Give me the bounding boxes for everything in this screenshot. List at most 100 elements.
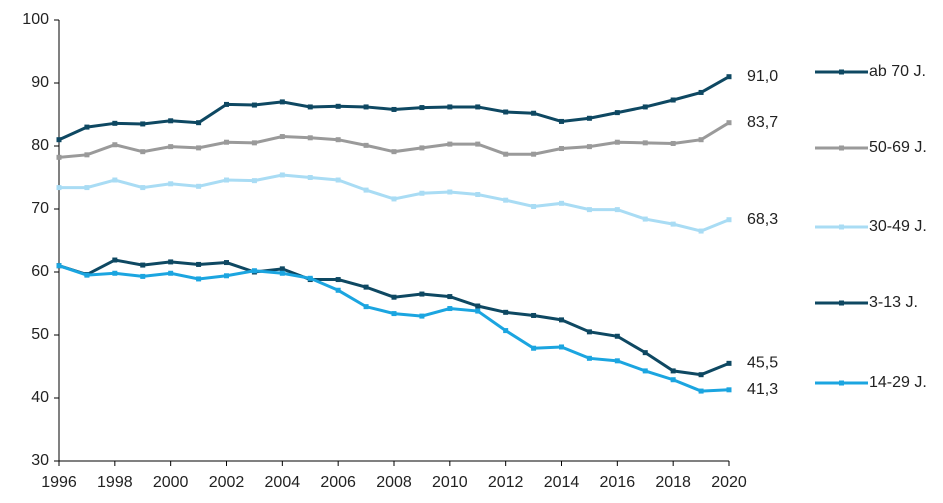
point-marker bbox=[614, 358, 620, 364]
point-marker bbox=[559, 118, 564, 124]
point-marker bbox=[670, 368, 676, 374]
value-label: 41,3 bbox=[747, 381, 778, 398]
value-label: 91,0 bbox=[747, 68, 778, 85]
point-marker bbox=[726, 120, 732, 126]
x-tick-label: 2002 bbox=[209, 474, 245, 491]
point-marker bbox=[112, 177, 118, 183]
x-tick-label: 2018 bbox=[655, 474, 691, 491]
point-marker bbox=[642, 350, 648, 356]
point-marker bbox=[112, 120, 118, 126]
x-tick-label: 2000 bbox=[153, 474, 189, 491]
point-marker bbox=[84, 185, 90, 191]
legend-marker bbox=[839, 145, 844, 151]
point-marker bbox=[196, 261, 202, 267]
point-marker bbox=[196, 276, 202, 282]
y-tick-label: 60 bbox=[31, 263, 49, 280]
point-marker bbox=[251, 178, 257, 184]
point-marker bbox=[698, 372, 704, 378]
point-marker bbox=[224, 260, 229, 266]
y-tick-label: 40 bbox=[31, 389, 49, 406]
x-tick-label: 2004 bbox=[265, 474, 301, 491]
legend-label: ab 70 J. bbox=[869, 63, 926, 80]
legend-label: 50-69 J. bbox=[869, 139, 927, 156]
point-marker bbox=[475, 308, 481, 314]
point-marker bbox=[586, 115, 592, 121]
point-marker bbox=[698, 137, 704, 143]
x-tick-label: 2016 bbox=[600, 474, 636, 491]
point-marker bbox=[56, 137, 62, 143]
point-marker bbox=[698, 89, 704, 95]
point-marker bbox=[279, 134, 285, 140]
point-marker bbox=[224, 177, 229, 183]
point-marker bbox=[335, 137, 341, 143]
point-marker bbox=[475, 141, 481, 147]
point-marker bbox=[586, 144, 592, 150]
point-marker bbox=[531, 203, 537, 209]
x-tick-label: 2010 bbox=[432, 474, 468, 491]
point-marker bbox=[84, 272, 90, 278]
y-tick-label: 100 bbox=[22, 11, 49, 28]
legend-label: 3-13 J. bbox=[869, 294, 918, 311]
value-label: 68,3 bbox=[747, 211, 778, 228]
point-marker bbox=[726, 217, 732, 223]
point-marker bbox=[614, 333, 620, 339]
point-marker bbox=[447, 189, 453, 195]
point-marker bbox=[196, 145, 202, 151]
point-marker bbox=[112, 270, 118, 276]
point-marker bbox=[224, 101, 229, 107]
point-marker bbox=[698, 228, 704, 234]
point-marker bbox=[531, 151, 537, 157]
point-marker bbox=[726, 74, 732, 80]
point-marker bbox=[586, 355, 592, 361]
point-marker bbox=[642, 368, 648, 374]
legend-label: 14-29 J. bbox=[869, 374, 927, 391]
point-marker bbox=[503, 197, 509, 203]
legend-marker bbox=[839, 224, 844, 230]
point-marker bbox=[84, 124, 90, 130]
point-marker bbox=[559, 200, 564, 206]
point-marker bbox=[391, 294, 397, 300]
point-marker bbox=[363, 142, 369, 148]
point-marker bbox=[279, 266, 285, 272]
point-marker bbox=[363, 104, 369, 110]
point-marker bbox=[503, 328, 509, 334]
point-marker bbox=[531, 110, 537, 116]
legend-marker bbox=[839, 69, 844, 75]
point-marker bbox=[531, 345, 537, 351]
legend-marker bbox=[839, 300, 844, 306]
point-marker bbox=[307, 275, 313, 281]
point-marker bbox=[726, 360, 732, 366]
series-line bbox=[58, 258, 730, 377]
point-marker bbox=[475, 303, 481, 309]
series-line bbox=[58, 264, 730, 393]
y-tick-label: 30 bbox=[31, 452, 49, 469]
point-marker bbox=[419, 190, 425, 196]
point-marker bbox=[586, 329, 592, 335]
point-marker bbox=[391, 106, 397, 112]
point-marker bbox=[670, 221, 676, 227]
point-marker bbox=[335, 103, 341, 109]
point-marker bbox=[614, 139, 620, 145]
point-marker bbox=[642, 140, 648, 146]
point-marker bbox=[559, 344, 564, 350]
point-marker bbox=[363, 304, 369, 310]
point-marker bbox=[559, 317, 564, 323]
point-marker bbox=[84, 152, 90, 158]
y-tick-label: 50 bbox=[31, 326, 49, 343]
point-marker bbox=[475, 192, 481, 198]
point-marker bbox=[475, 104, 481, 110]
point-marker bbox=[391, 311, 397, 317]
x-tick-label: 1996 bbox=[41, 474, 77, 491]
point-marker bbox=[56, 263, 62, 269]
point-marker bbox=[391, 149, 397, 155]
point-marker bbox=[335, 277, 341, 283]
point-marker bbox=[140, 262, 146, 268]
x-tick-label: 2008 bbox=[376, 474, 412, 491]
point-marker bbox=[391, 196, 397, 202]
point-marker bbox=[168, 118, 174, 124]
point-marker bbox=[279, 172, 285, 178]
point-marker bbox=[670, 140, 676, 146]
point-marker bbox=[251, 102, 257, 108]
series-line bbox=[59, 173, 730, 233]
